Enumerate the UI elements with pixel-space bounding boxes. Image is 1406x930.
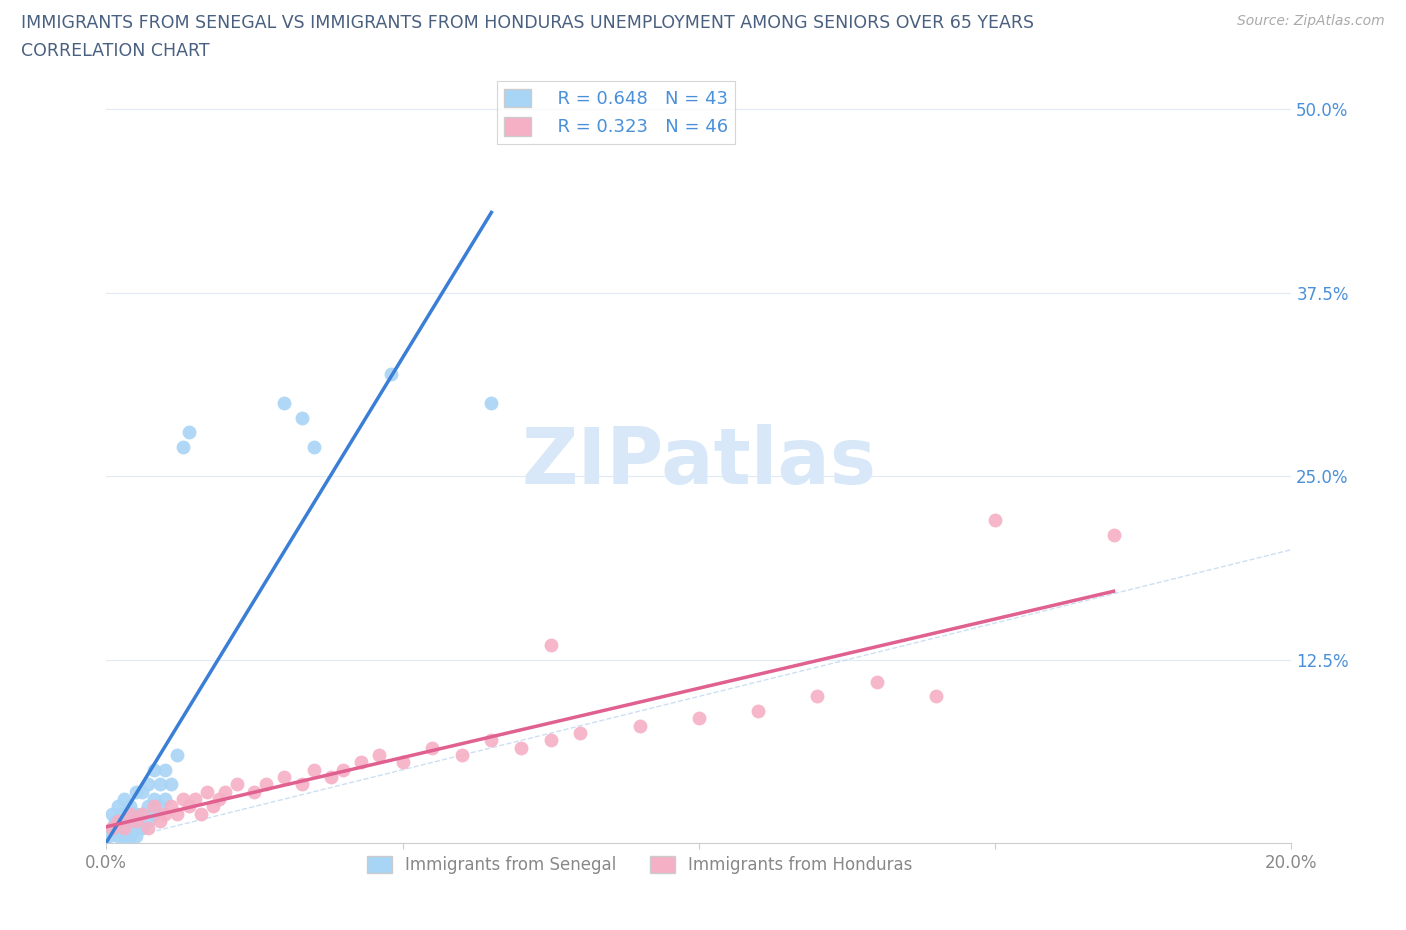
Point xyxy=(350,755,373,770)
Point xyxy=(112,829,135,844)
Point xyxy=(125,784,148,799)
Point xyxy=(148,814,170,829)
Point xyxy=(569,725,592,740)
Point xyxy=(984,512,1007,527)
Point xyxy=(254,777,277,792)
Point xyxy=(118,829,141,844)
Point xyxy=(160,777,183,792)
Point xyxy=(628,718,651,733)
Point xyxy=(125,814,148,829)
Point xyxy=(142,791,165,806)
Point xyxy=(332,763,354,777)
Point xyxy=(115,821,138,836)
Point xyxy=(225,777,247,792)
Point xyxy=(98,829,121,844)
Point xyxy=(148,799,170,814)
Point xyxy=(865,674,887,689)
Point xyxy=(131,784,153,799)
Point xyxy=(101,821,124,836)
Point xyxy=(510,740,533,755)
Point xyxy=(179,799,201,814)
Point xyxy=(291,410,314,425)
Point xyxy=(380,366,402,381)
Point xyxy=(110,806,132,821)
Point xyxy=(179,425,201,440)
Point xyxy=(367,748,389,763)
Point xyxy=(136,799,159,814)
Point xyxy=(1102,527,1125,542)
Point xyxy=(107,814,129,829)
Point xyxy=(112,791,135,806)
Point xyxy=(273,395,295,410)
Legend: Immigrants from Senegal, Immigrants from Honduras: Immigrants from Senegal, Immigrants from… xyxy=(360,849,920,881)
Point xyxy=(190,806,212,821)
Point xyxy=(107,799,129,814)
Text: Source: ZipAtlas.com: Source: ZipAtlas.com xyxy=(1237,14,1385,28)
Point xyxy=(160,799,183,814)
Point xyxy=(214,784,236,799)
Point xyxy=(136,821,159,836)
Point xyxy=(243,784,266,799)
Point xyxy=(747,704,769,719)
Point xyxy=(479,395,502,410)
Point xyxy=(302,440,325,455)
Point xyxy=(136,814,159,829)
Point xyxy=(131,821,153,836)
Point xyxy=(184,791,207,806)
Text: IMMIGRANTS FROM SENEGAL VS IMMIGRANTS FROM HONDURAS UNEMPLOYMENT AMONG SENIORS O: IMMIGRANTS FROM SENEGAL VS IMMIGRANTS FR… xyxy=(21,14,1033,32)
Text: CORRELATION CHART: CORRELATION CHART xyxy=(21,42,209,60)
Point xyxy=(107,821,129,836)
Point xyxy=(166,748,188,763)
Point xyxy=(104,814,127,829)
Point xyxy=(142,806,165,821)
Point xyxy=(118,806,141,821)
Point xyxy=(302,763,325,777)
Point xyxy=(125,829,148,844)
Point xyxy=(208,791,231,806)
Point xyxy=(166,806,188,821)
Point xyxy=(155,791,177,806)
Point xyxy=(540,638,562,653)
Point xyxy=(142,763,165,777)
Point xyxy=(122,806,145,821)
Point xyxy=(112,821,135,836)
Point xyxy=(391,755,413,770)
Point xyxy=(172,440,194,455)
Point xyxy=(688,711,710,726)
Point xyxy=(101,821,124,836)
Point xyxy=(321,770,343,785)
Point xyxy=(112,814,135,829)
Point xyxy=(142,799,165,814)
Point xyxy=(273,770,295,785)
Point xyxy=(118,814,141,829)
Point xyxy=(925,689,948,704)
Point xyxy=(148,777,170,792)
Point xyxy=(125,806,148,821)
Point xyxy=(540,733,562,748)
Point xyxy=(479,733,502,748)
Point xyxy=(172,791,194,806)
Point xyxy=(806,689,828,704)
Point xyxy=(112,821,135,836)
Point xyxy=(131,806,153,821)
Point xyxy=(131,806,153,821)
Point xyxy=(125,821,148,836)
Point xyxy=(155,806,177,821)
Point xyxy=(107,829,129,844)
Point xyxy=(155,763,177,777)
Point xyxy=(450,748,472,763)
Point xyxy=(195,784,218,799)
Point xyxy=(136,777,159,792)
Text: ZIPatlas: ZIPatlas xyxy=(522,424,876,499)
Point xyxy=(291,777,314,792)
Point xyxy=(101,806,124,821)
Point xyxy=(201,799,224,814)
Point xyxy=(118,799,141,814)
Point xyxy=(420,740,443,755)
